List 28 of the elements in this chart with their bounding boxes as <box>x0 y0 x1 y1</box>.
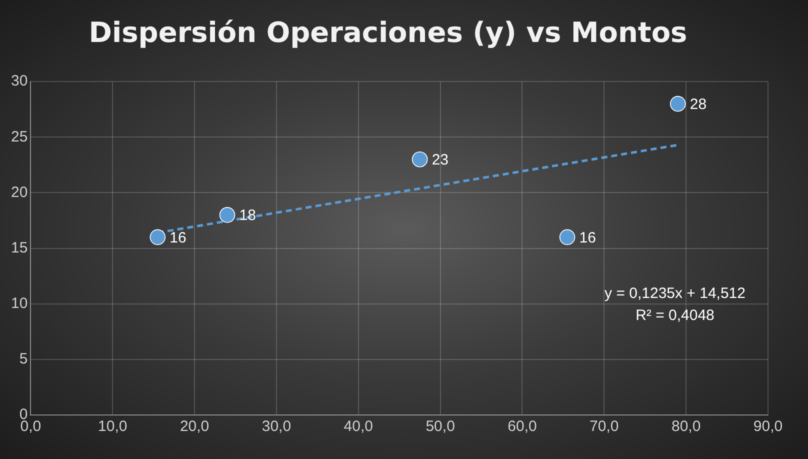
x-tick-label: 20,0 <box>180 418 210 436</box>
y-tick-label: 15 <box>10 239 28 256</box>
data-label: 28 <box>690 96 707 113</box>
data-label: 23 <box>432 152 449 169</box>
annotation: y = 0,1235x + 14,512 <box>604 285 746 302</box>
x-tick-label: 90,0 <box>753 418 783 436</box>
data-label: 16 <box>579 229 596 246</box>
x-tick-label: 60,0 <box>508 418 537 436</box>
y-tick-label: 25 <box>10 128 28 146</box>
x-tick-label: 70,0 <box>590 418 619 436</box>
y-tick-label: 10 <box>10 295 28 312</box>
annotation: R² = 0,4048 <box>636 307 714 324</box>
x-tick-label: 50,0 <box>426 418 455 436</box>
chart-title: Dispersión Operaciones (y) vs Montos <box>88 16 688 50</box>
point <box>219 207 236 223</box>
point <box>412 151 428 168</box>
point <box>150 229 166 246</box>
x-tick-label: 40,0 <box>344 418 373 436</box>
y-tick-label: 30 <box>10 72 28 90</box>
data-label: 16 <box>170 229 186 246</box>
point <box>559 229 576 246</box>
point <box>670 96 686 112</box>
x-tick-label: 10,0 <box>98 418 128 436</box>
data-label: 18 <box>239 207 256 224</box>
x-tick-label: 30,0 <box>262 418 292 436</box>
y-tick-label: 20 <box>10 184 28 201</box>
x-tick-label: 80,0 <box>671 418 701 436</box>
y-tick-label: 5 <box>19 350 28 368</box>
